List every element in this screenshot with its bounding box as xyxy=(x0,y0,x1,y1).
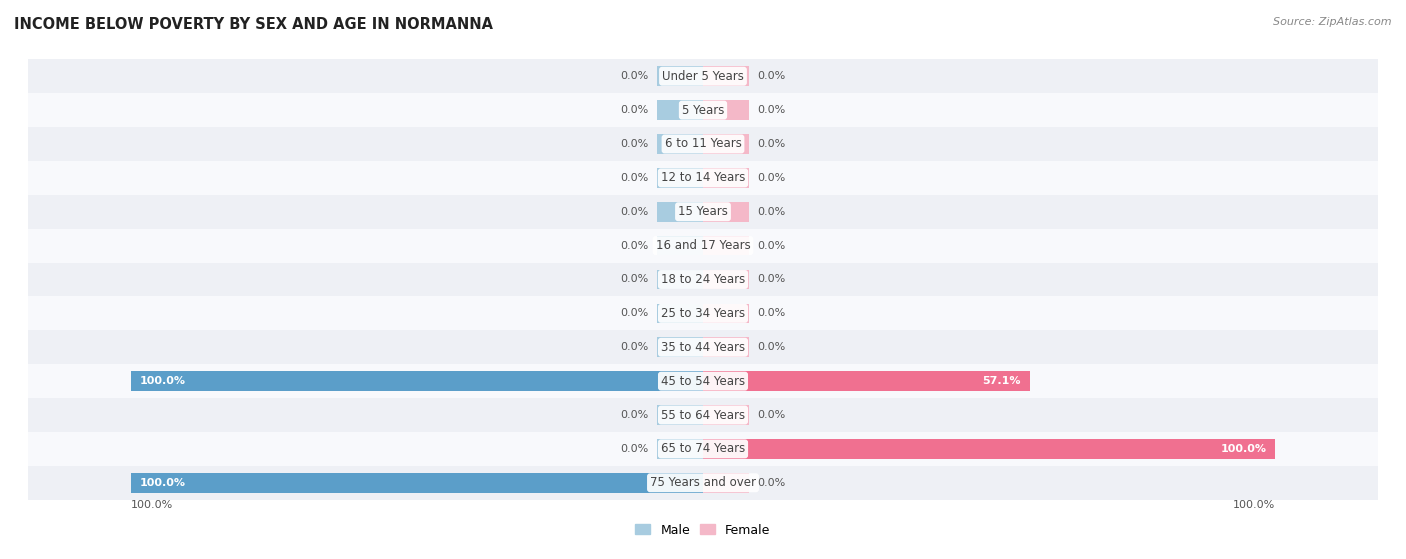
Legend: Male, Female: Male, Female xyxy=(630,519,776,542)
Text: 0.0%: 0.0% xyxy=(620,274,648,285)
Text: 0.0%: 0.0% xyxy=(620,410,648,420)
Bar xyxy=(17,59,1389,93)
Text: 0.0%: 0.0% xyxy=(620,139,648,149)
Bar xyxy=(703,202,749,221)
Text: 100.0%: 100.0% xyxy=(1220,444,1267,454)
Bar xyxy=(703,168,749,188)
Text: 0.0%: 0.0% xyxy=(758,410,786,420)
Bar xyxy=(657,269,703,290)
Bar xyxy=(657,439,703,459)
Text: 0.0%: 0.0% xyxy=(758,240,786,250)
Bar xyxy=(703,439,1275,459)
Text: 12 to 14 Years: 12 to 14 Years xyxy=(661,172,745,184)
Bar xyxy=(657,405,703,425)
Text: 6 to 11 Years: 6 to 11 Years xyxy=(665,138,741,150)
Text: 0.0%: 0.0% xyxy=(620,173,648,183)
Text: 0.0%: 0.0% xyxy=(620,342,648,352)
Text: 35 to 44 Years: 35 to 44 Years xyxy=(661,341,745,354)
Bar xyxy=(703,134,749,154)
Text: Under 5 Years: Under 5 Years xyxy=(662,70,744,83)
Text: 45 to 54 Years: 45 to 54 Years xyxy=(661,375,745,387)
Bar xyxy=(657,168,703,188)
Text: 100.0%: 100.0% xyxy=(131,500,173,510)
Text: 0.0%: 0.0% xyxy=(758,478,786,488)
Bar xyxy=(17,229,1389,263)
Bar xyxy=(17,127,1389,161)
Text: 5 Years: 5 Years xyxy=(682,103,724,117)
Bar xyxy=(703,236,749,255)
Bar xyxy=(17,161,1389,195)
Bar xyxy=(703,371,1029,391)
Text: 55 to 64 Years: 55 to 64 Years xyxy=(661,409,745,421)
Bar xyxy=(657,202,703,221)
Bar xyxy=(703,269,749,290)
Text: 0.0%: 0.0% xyxy=(620,105,648,115)
Text: 0.0%: 0.0% xyxy=(620,240,648,250)
Text: 18 to 24 Years: 18 to 24 Years xyxy=(661,273,745,286)
Bar xyxy=(131,473,703,492)
Bar xyxy=(17,432,1389,466)
Text: 16 and 17 Years: 16 and 17 Years xyxy=(655,239,751,252)
Bar xyxy=(657,134,703,154)
Bar xyxy=(17,263,1389,296)
Text: 0.0%: 0.0% xyxy=(758,309,786,319)
Bar xyxy=(703,473,749,492)
Text: 0.0%: 0.0% xyxy=(620,309,648,319)
Bar xyxy=(703,67,749,86)
Bar xyxy=(657,338,703,357)
Text: 0.0%: 0.0% xyxy=(758,207,786,217)
Bar xyxy=(17,195,1389,229)
Text: 0.0%: 0.0% xyxy=(758,139,786,149)
Text: Source: ZipAtlas.com: Source: ZipAtlas.com xyxy=(1274,17,1392,27)
Text: 100.0%: 100.0% xyxy=(1233,500,1275,510)
Bar xyxy=(703,338,749,357)
Bar xyxy=(17,296,1389,330)
Text: 0.0%: 0.0% xyxy=(620,444,648,454)
Bar xyxy=(17,364,1389,398)
Bar xyxy=(703,100,749,120)
Text: 0.0%: 0.0% xyxy=(758,173,786,183)
Bar xyxy=(17,398,1389,432)
Text: 57.1%: 57.1% xyxy=(983,376,1021,386)
Text: 0.0%: 0.0% xyxy=(758,342,786,352)
Text: 0.0%: 0.0% xyxy=(758,71,786,81)
Text: 0.0%: 0.0% xyxy=(620,71,648,81)
Text: 100.0%: 100.0% xyxy=(139,478,186,488)
Text: 0.0%: 0.0% xyxy=(758,274,786,285)
Bar xyxy=(17,466,1389,500)
Bar xyxy=(657,67,703,86)
Text: 0.0%: 0.0% xyxy=(620,207,648,217)
Text: 65 to 74 Years: 65 to 74 Years xyxy=(661,442,745,456)
Bar xyxy=(657,304,703,323)
Bar xyxy=(703,405,749,425)
Bar xyxy=(131,371,703,391)
Text: 75 Years and over: 75 Years and over xyxy=(650,476,756,489)
Text: 15 Years: 15 Years xyxy=(678,205,728,218)
Bar xyxy=(657,236,703,255)
Text: 100.0%: 100.0% xyxy=(139,376,186,386)
Bar xyxy=(17,93,1389,127)
Text: 0.0%: 0.0% xyxy=(758,105,786,115)
Text: 25 to 34 Years: 25 to 34 Years xyxy=(661,307,745,320)
Bar xyxy=(17,330,1389,364)
Text: INCOME BELOW POVERTY BY SEX AND AGE IN NORMANNA: INCOME BELOW POVERTY BY SEX AND AGE IN N… xyxy=(14,17,494,32)
Bar xyxy=(657,100,703,120)
Bar xyxy=(703,304,749,323)
